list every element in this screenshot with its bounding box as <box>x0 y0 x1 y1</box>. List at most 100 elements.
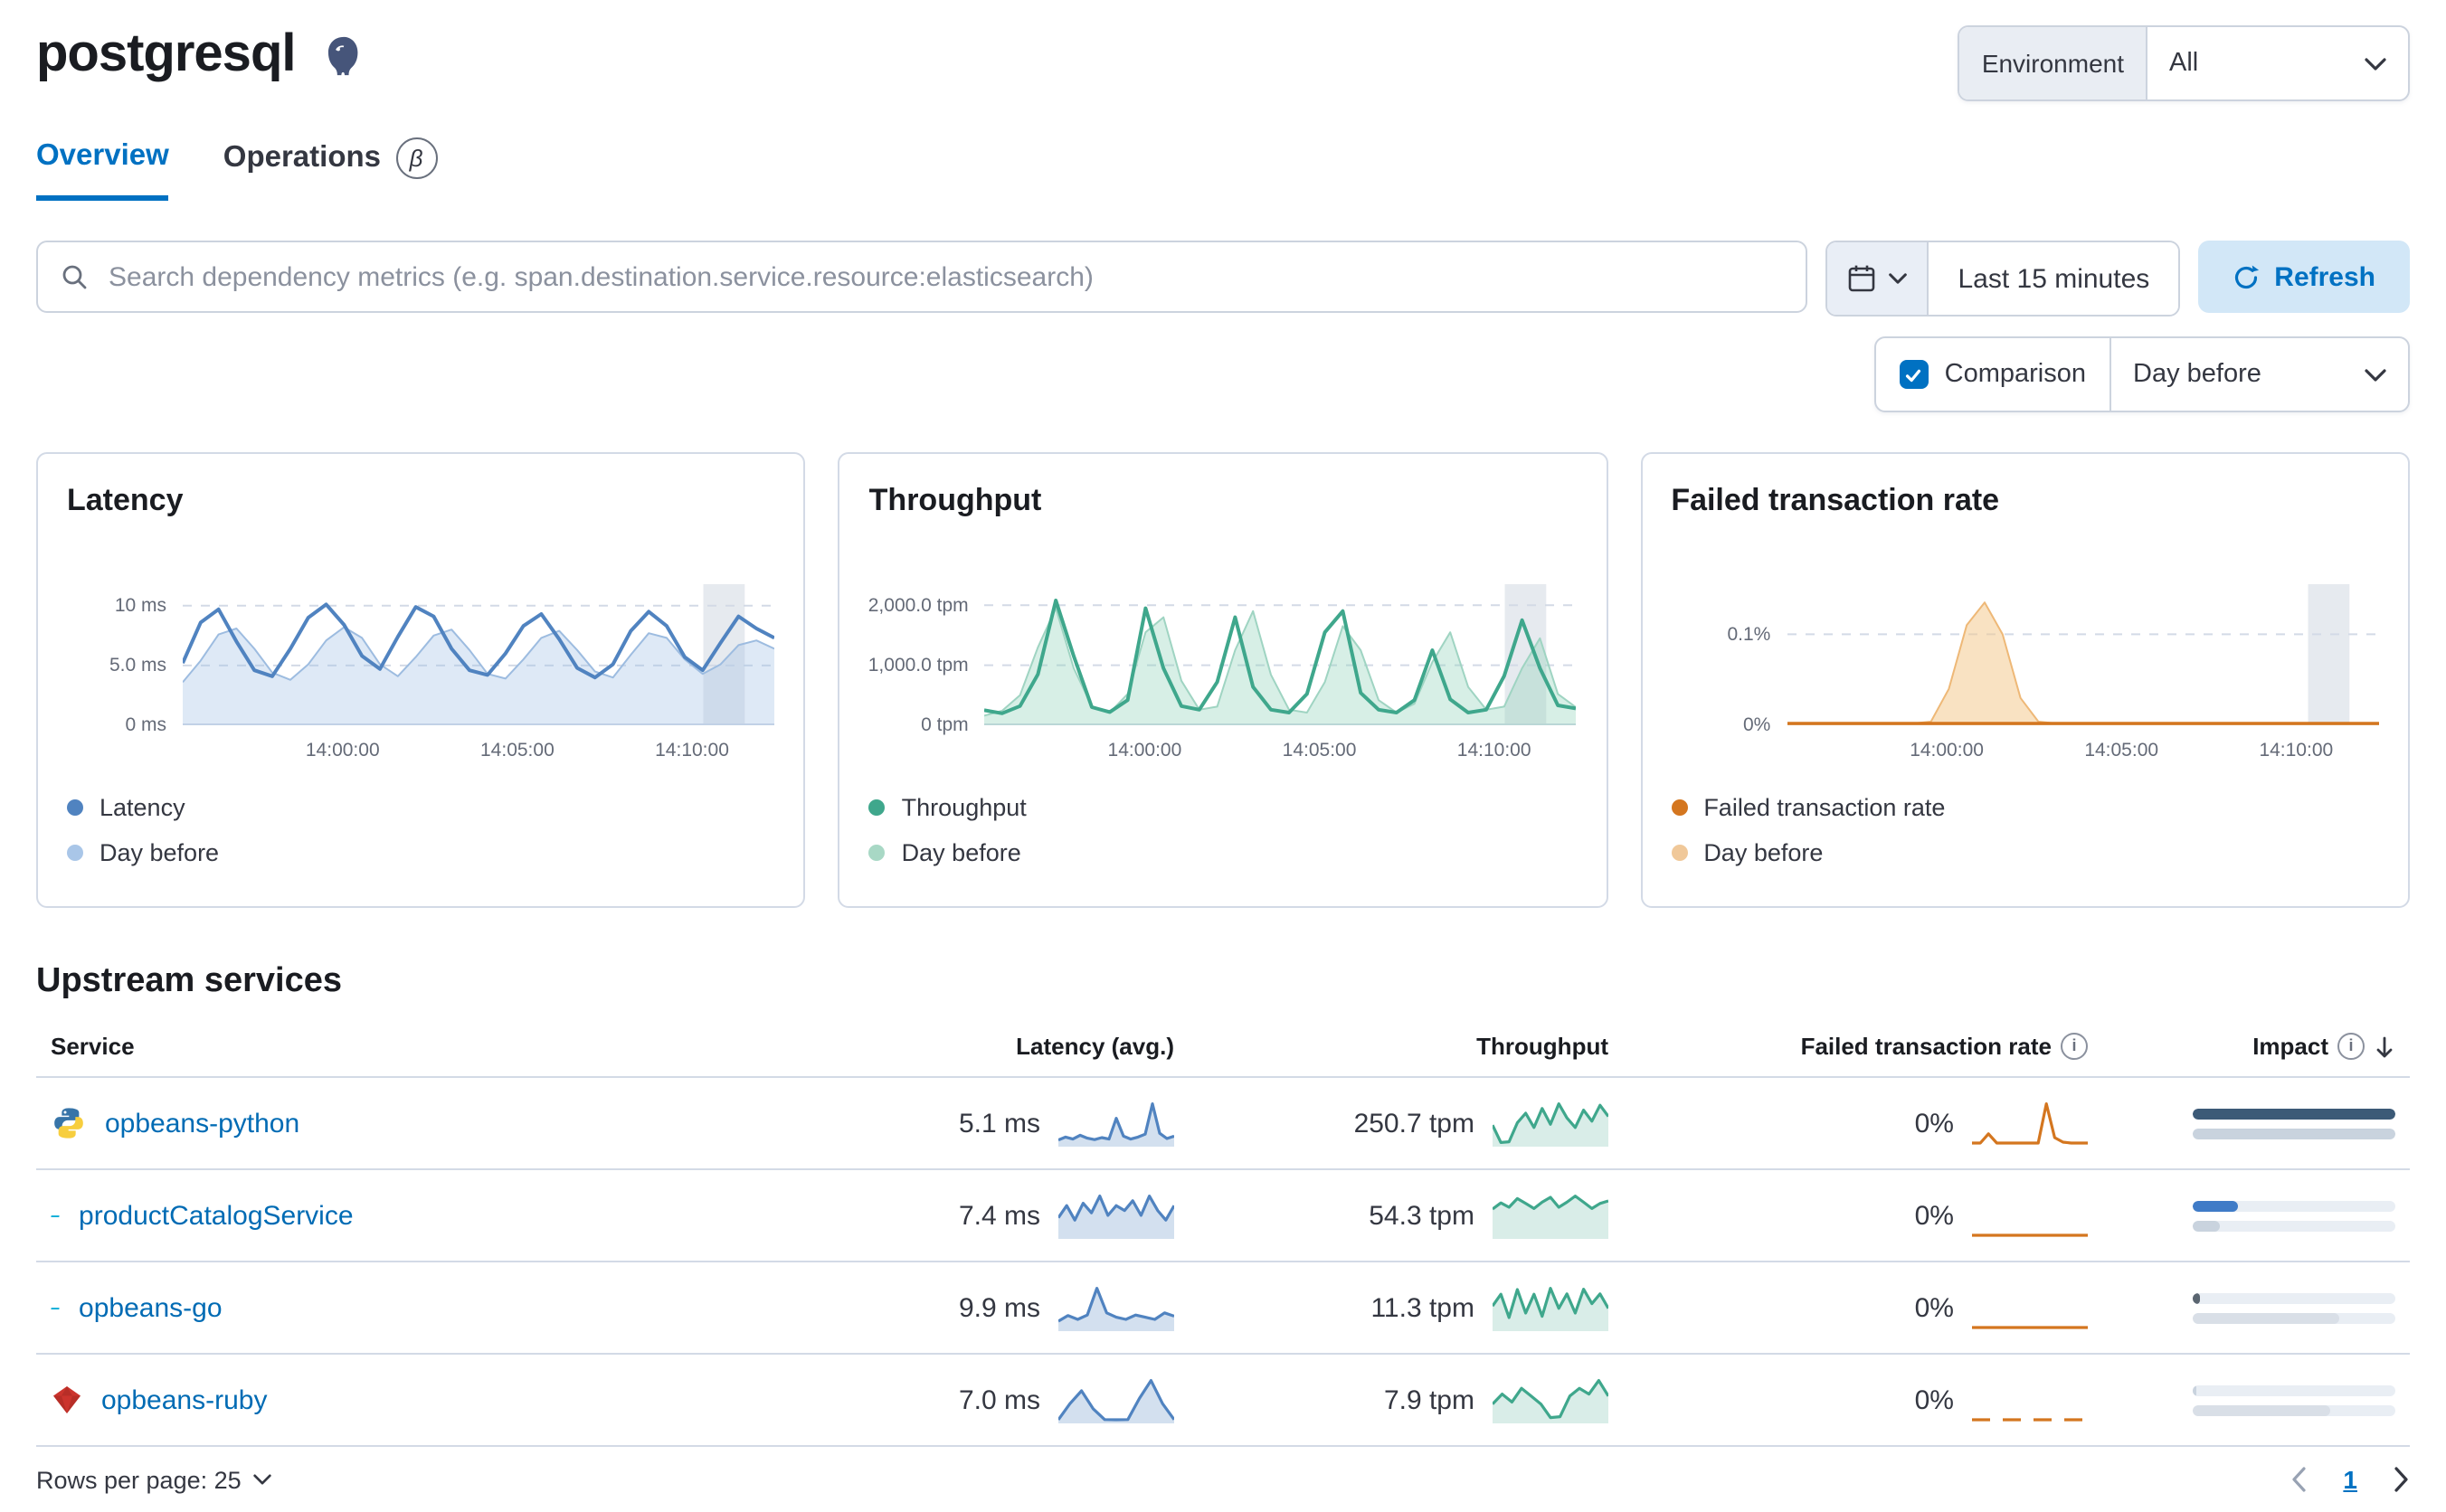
time-range-button[interactable]: Last 15 minutes <box>1929 242 2179 315</box>
column-header-throughput[interactable]: Throughput <box>1189 1016 1623 1078</box>
chevron-down-icon <box>2365 368 2386 381</box>
refresh-button[interactable]: Refresh <box>2198 241 2410 313</box>
legend-item-failed-rate[interactable]: Failed transaction rate <box>1671 794 2379 821</box>
latency-panel: Latency 10 ms 5.0 ms 0 ms 14:00:00 14:05:00… <box>36 452 806 908</box>
legend-dot <box>868 845 886 861</box>
table-row: productCatalogService 7.4 ms 54.3 tpm 0% <box>36 1169 2410 1262</box>
impact-bar-current <box>2193 1200 2238 1211</box>
throughput-x-axis: 14:00:00 14:05:00 14:10:00 <box>1107 740 1531 761</box>
latency-sparkline <box>1057 1192 1176 1239</box>
environment-value: All <box>2169 49 2199 78</box>
impact-bar-previous <box>2193 1404 2331 1415</box>
failed-rate-legend: Failed transaction rate Day before <box>1671 794 2379 866</box>
environment-filter: Environment All <box>1958 25 2410 101</box>
throughput-sparkline <box>1491 1100 1610 1147</box>
impact-cell <box>2102 1354 2410 1447</box>
latency-sparkline <box>1057 1376 1176 1423</box>
latency-value: 9.9 ms <box>958 1292 1040 1323</box>
impact-cell <box>2102 1262 2410 1355</box>
tab-overview[interactable]: Overview <box>36 137 169 201</box>
service-link[interactable]: opbeans-ruby <box>101 1384 268 1415</box>
latency-x-axis: 14:00:00 14:05:00 14:10:00 <box>305 740 729 761</box>
throughput-value: 7.9 tpm <box>1383 1384 1474 1415</box>
service-link[interactable]: opbeans-go <box>79 1292 223 1323</box>
legend-label: Throughput <box>901 794 1027 821</box>
latency-legend: Latency Day before <box>67 794 775 866</box>
python-logo-icon <box>51 1105 87 1141</box>
refresh-label: Refresh <box>2274 261 2375 292</box>
column-header-impact[interactable]: Impact <box>2102 1016 2410 1078</box>
upstream-services-heading: Upstream services <box>36 962 342 1000</box>
column-header-failed-rate[interactable]: Failed transaction rate <box>1623 1016 2102 1078</box>
failed-rate-value: 0% <box>1914 1384 1954 1415</box>
comparison-label: Comparison <box>1944 360 2086 389</box>
go-logo-icon <box>51 1206 61 1224</box>
comparison-checkbox[interactable] <box>1899 360 1929 389</box>
failed-rate-sparkline <box>1972 1192 2088 1239</box>
rows-per-page-button[interactable]: Rows per page: 25 <box>36 1466 272 1493</box>
table-footer: Rows per page: 25 1 <box>36 1465 2410 1512</box>
search-input[interactable] <box>105 260 1785 294</box>
search-bar-row: Last 15 minutes Refresh <box>36 241 2410 317</box>
environment-select[interactable]: All <box>2147 27 2408 99</box>
comparison-value: Day before <box>2133 360 2261 389</box>
legend-dot <box>1671 845 1688 861</box>
search-icon <box>60 262 89 291</box>
info-icon[interactable] <box>2061 1033 2088 1060</box>
chevron-down-icon <box>1889 273 1908 284</box>
latency-sparkline <box>1057 1284 1175 1331</box>
rows-per-page-label: Rows per page: 25 <box>36 1466 242 1493</box>
failed-rate-x-axis: 14:00:00 14:05:00 14:10:00 <box>1910 740 2334 761</box>
tab-bar: Overview Operations β <box>36 137 2410 201</box>
info-icon[interactable] <box>2337 1033 2365 1060</box>
comparison-select[interactable]: Day before <box>2111 338 2408 411</box>
beta-badge: β <box>395 137 437 179</box>
column-header-service[interactable]: Service <box>36 1016 827 1078</box>
legend-label: Latency <box>100 794 185 821</box>
comparison-row: Comparison Day before <box>36 336 2410 412</box>
postgresql-logo-icon <box>321 32 368 79</box>
latency-sparkline <box>1057 1100 1175 1147</box>
throughput-value: 11.3 tpm <box>1370 1292 1474 1323</box>
throughput-value: 250.7 tpm <box>1353 1108 1474 1139</box>
legend-item-day-before[interactable]: Day before <box>1671 839 2379 866</box>
latency-chart <box>181 584 775 726</box>
failed-rate-sparkline <box>1972 1376 2088 1423</box>
legend-item-day-before[interactable]: Day before <box>67 839 775 866</box>
pagination: 1 <box>2290 1465 2410 1494</box>
latency-value: 7.4 ms <box>958 1200 1040 1231</box>
comparison-checkbox-group[interactable]: Comparison <box>1876 338 2111 411</box>
legend-label: Day before <box>100 839 220 866</box>
throughput-sparkline <box>1492 1192 1609 1239</box>
failed-rate-value: 0% <box>1914 1108 1954 1139</box>
failed-rate-chart <box>1787 584 2379 726</box>
page-number-1[interactable]: 1 <box>2343 1465 2357 1494</box>
impact-cell <box>2102 1077 2410 1170</box>
throughput-sparkline <box>1491 1284 1610 1331</box>
service-link[interactable]: opbeans-python <box>105 1108 300 1139</box>
table-row: opbeans-python 5.1 ms 250.7 tpm 0% <box>36 1077 2410 1170</box>
impact-bar-current <box>2193 1384 2197 1395</box>
service-link[interactable]: productCatalogService <box>79 1200 354 1231</box>
throughput-panel: Throughput 2,000.0 tpm 1,000.0 tpm 0 tpm 1… <box>838 452 1608 908</box>
failed-rate-panel-title: Failed transaction rate <box>1671 483 2000 517</box>
legend-item-day-before[interactable]: Day before <box>868 839 1578 866</box>
column-header-latency[interactable]: Latency (avg.) <box>827 1016 1189 1078</box>
next-page-button[interactable] <box>2394 1467 2410 1492</box>
chevron-down-icon <box>253 1474 272 1485</box>
search-box <box>36 241 1808 313</box>
date-quick-select-button[interactable] <box>1827 242 1929 315</box>
tab-operations[interactable]: Operations β <box>223 137 437 201</box>
failed-rate-sparkline <box>1972 1100 2088 1147</box>
table-header-row: Service Latency (avg.) Throughput Failed… <box>36 1016 2410 1078</box>
time-range-value: Last 15 minutes <box>1958 263 2150 294</box>
legend-item-latency[interactable]: Latency <box>67 794 775 821</box>
legend-dot <box>1671 799 1688 816</box>
previous-page-button[interactable] <box>2290 1467 2307 1492</box>
throughput-value: 54.3 tpm <box>1369 1200 1474 1231</box>
go-logo-icon <box>51 1299 61 1317</box>
legend-label: Day before <box>1703 839 1824 866</box>
legend-item-throughput[interactable]: Throughput <box>868 794 1578 821</box>
sort-descending-icon[interactable] <box>2374 1035 2395 1057</box>
tab-operations-label: Operations <box>223 141 381 174</box>
